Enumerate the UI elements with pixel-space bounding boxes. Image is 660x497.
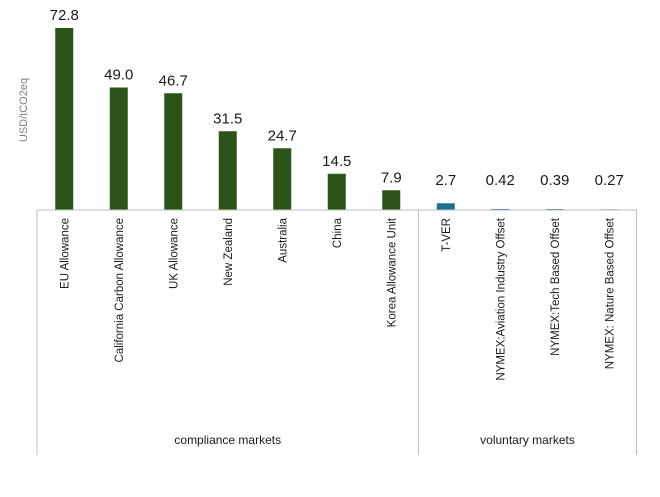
- y-axis-label: USD/tCO2eq: [18, 78, 30, 142]
- value-label-5: 24.7: [268, 127, 297, 144]
- category-label-10: NYMEX:Tech Based Offset: [550, 217, 562, 356]
- category-label-7: Korea Allowance Unit: [386, 217, 398, 327]
- bar-6: [327, 173, 346, 210]
- value-label-3: 46.7: [159, 72, 188, 89]
- category-axis: [36, 209, 637, 455]
- value-label-11: 0.27: [595, 172, 624, 189]
- category-label-11: NYMEX: Nature Based Offset: [604, 217, 616, 369]
- bar-9: [491, 208, 510, 210]
- value-label-6: 14.5: [322, 153, 351, 170]
- group-labels-layer: compliance markets voluntary markets: [174, 433, 574, 447]
- value-label-8: 2.7: [435, 172, 456, 189]
- category-labels-layer: EU Allowance California Carbon Allowance U…: [59, 217, 616, 380]
- category-label-3: UK Allowance: [168, 218, 180, 289]
- value-label-4: 31.5: [213, 110, 242, 127]
- bar-3: [164, 93, 183, 210]
- value-label-7: 7.9: [381, 169, 402, 186]
- category-label-1: EU Allowance: [59, 218, 71, 289]
- value-label-9: 0.42: [486, 172, 515, 189]
- bar-5: [273, 148, 292, 210]
- bar-7: [382, 190, 401, 210]
- category-label-9: NYMEX:Aviation Industry Offset: [495, 217, 507, 380]
- group-label-1: compliance markets: [174, 433, 281, 447]
- bar-2: [109, 87, 128, 210]
- category-label-5: Australia: [277, 217, 289, 262]
- category-label-4: New Zealand: [223, 218, 235, 286]
- value-label-1: 72.8: [50, 7, 79, 24]
- bar-4: [218, 131, 237, 210]
- bar-1: [55, 28, 74, 210]
- bars-layer: [55, 28, 619, 210]
- value-label-10: 0.39: [540, 172, 569, 189]
- category-label-8: T-VER: [441, 218, 453, 252]
- category-label-6: China: [332, 217, 344, 248]
- value-labels-layer: 72.8 49.0 46.7 31.5 24.7 14.5 7.9 2.7 0.42 0.39 0.…: [50, 7, 624, 189]
- bar-8: [436, 203, 455, 210]
- category-label-2: California Carbon Allowance: [114, 218, 126, 362]
- value-label-2: 49.0: [104, 67, 133, 84]
- group-label-2: voluntary markets: [480, 433, 575, 447]
